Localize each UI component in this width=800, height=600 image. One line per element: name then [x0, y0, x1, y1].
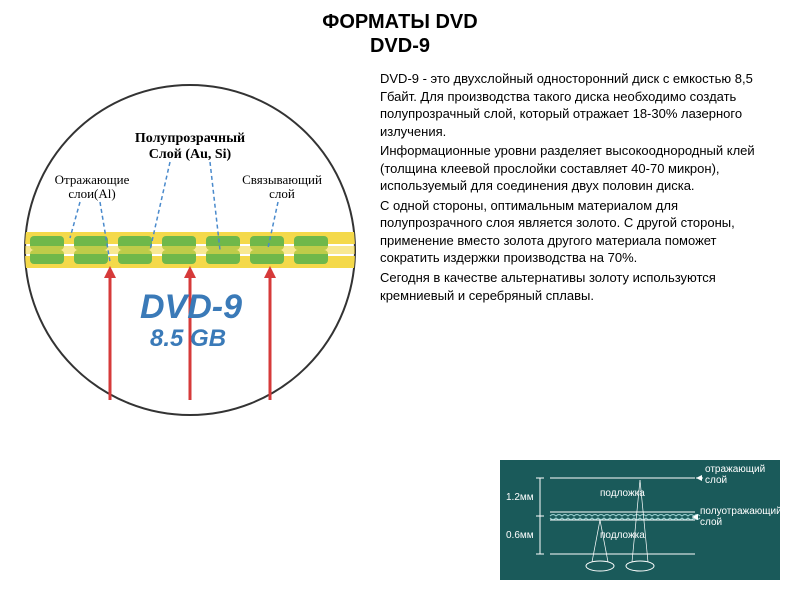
svg-text:8.5 GB: 8.5 GB [150, 325, 226, 352]
title-line-2: DVD-9 [0, 34, 800, 58]
svg-text:подложка: подложка [600, 530, 645, 541]
svg-text:полуотражающий: полуотражающий [700, 506, 780, 517]
svg-text:Отражающие: Отражающие [55, 172, 130, 187]
layer-cross-section-diagram: 1.2мм0.6ммподложкаподложкаотражающийслой… [500, 460, 780, 580]
disc-svg: ПолупрозрачныйСлой (Au, Si)Отражающиесло… [20, 80, 360, 420]
svg-text:0.6мм: 0.6мм [506, 530, 534, 541]
svg-text:Полупрозрачный: Полупрозрачный [135, 131, 245, 146]
para-4: Сегодня в качестве альтернативы золоту и… [380, 269, 770, 304]
para-3: С одной стороны, оптимальным материалом … [380, 197, 770, 267]
para-1: DVD-9 - это двухслойный односторонний ди… [380, 70, 770, 140]
svg-text:слой: слой [269, 186, 295, 201]
svg-text:отражающий: отражающий [705, 464, 765, 475]
svg-text:слой: слой [705, 475, 727, 486]
page-title: ФОРМАТЫ DVD DVD-9 [0, 0, 800, 58]
svg-text:1.2мм: 1.2мм [506, 492, 534, 503]
title-line-1: ФОРМАТЫ DVD [0, 10, 800, 34]
layer-svg: 1.2мм0.6ммподложкаподложкаотражающийслой… [500, 460, 780, 580]
svg-text:слой: слой [700, 517, 722, 528]
svg-text:DVD-9: DVD-9 [140, 288, 242, 326]
para-2: Информационные уровни разделяет высокоод… [380, 142, 770, 195]
svg-text:Связывающий: Связывающий [242, 172, 322, 187]
svg-text:Слой (Au, Si): Слой (Au, Si) [149, 147, 232, 162]
description-text: DVD-9 - это двухслойный односторонний ди… [380, 70, 770, 306]
disc-diagram: ПолупрозрачныйСлой (Au, Si)Отражающиесло… [20, 80, 360, 420]
svg-text:слои(Al): слои(Al) [68, 186, 115, 201]
